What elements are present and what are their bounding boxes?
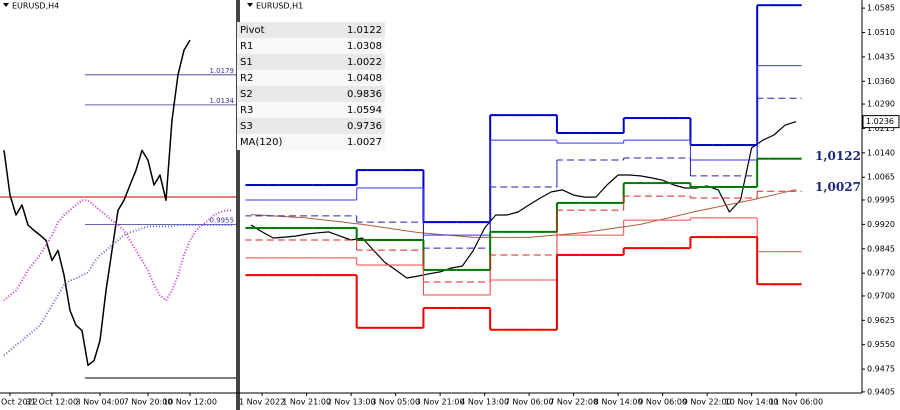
table-row: S2 0.9836 [237,86,385,102]
y-tick-label: 1.0585 [867,4,895,13]
annotation: 1,0027 [815,180,861,194]
y-tick-label: 0.9550 [867,340,895,349]
price-line [3,199,232,302]
chart-title: EURUSD,H1 [256,2,303,11]
level-value: 1.0408 [347,72,382,84]
menu-arrow[interactable] [3,3,9,7]
x-tick-label: 11 Nov 06:00 [769,398,823,407]
level-value: 0.9836 [347,88,382,100]
level-value: 1.0022 [347,56,382,68]
level-name: S1 [240,56,253,68]
x-tick-label: 3 Nov 05:00 [371,398,420,407]
table-row: S1 1.0022 [237,54,385,70]
x-tick-label: 2 Nov 13:00 [327,398,376,407]
price-line [3,224,232,357]
level-name: S2 [240,88,253,100]
pivot-table: Pivot 1.0122 R1 1.0308 S1 1.0022 R2 1.0408 S2 0.9… [237,22,385,150]
x-tick-label: 9 Nov 06:00 [638,398,687,407]
x-tick-label: 7 Nov 22:00 [549,398,598,407]
price-line [250,189,797,238]
x-tick-label: 7 Nov 06:00 [505,398,554,407]
last-price-box [862,115,900,129]
y-tick-label: 1.0140 [867,148,895,157]
plot: 1.0179 1.0134 0.9955 [0,39,236,379]
table-row: Pivot 1.0122 [237,22,385,38]
level-name: S3 [240,120,253,132]
y-tick-label: 1.0065 [867,173,895,182]
x-tick-label: 9 Nov 22:00 [683,398,732,407]
level-value: 1.0594 [347,104,382,116]
x-tick-label: 1 Nov 2022 [239,398,285,407]
price-line [3,39,191,367]
x-tick-label: 10 Nov 12:00 [163,398,217,407]
y-tick-label: 1.0435 [867,52,895,61]
y-tick-label: 1.0510 [867,28,895,37]
x-tick-label: Oct 2022 [1,398,38,407]
x-tick-label: 3 Nov 21:00 [416,398,465,407]
y-tick-label: 0.9700 [867,291,895,300]
chart-title: EURUSD,H4 [12,2,59,11]
level-name: MA(120) [240,136,283,148]
menu-arrow[interactable] [247,3,253,7]
level-name: R1 [240,40,254,52]
level-label: 0.9955 [210,216,235,224]
table-row: R1 1.0308 [237,38,385,54]
table-row: S3 0.9736 [237,118,385,134]
level-name: Pivot [240,24,265,36]
x-tick-label: 10 Nov 14:00 [725,398,779,407]
table-row: R3 1.0594 [237,102,385,118]
y-tick-label: 0.9920 [867,220,895,229]
x-tick-label: 1 Nov 21:00 [282,398,331,407]
x-tick-label: 3 Nov 04:00 [76,398,125,407]
plot [245,4,802,331]
level-value: 0.9736 [347,120,382,132]
table-row: R2 1.0408 [237,70,385,86]
y-tick-label: 1.0360 [867,77,895,86]
separator [236,0,240,410]
level-name: R3 [240,104,254,116]
last-price-label: 1.0236 [866,117,894,126]
x-tick-label: 4 Nov 13:00 [460,398,509,407]
y-tick-label: 0.9625 [867,316,895,325]
x-tick-label: 7 Nov 20:00 [124,398,173,407]
table-row: MA(120) 1.0027 [237,134,385,150]
level-value: 1.0308 [347,40,382,52]
y-tick-label: 0.9770 [867,269,895,278]
level-value: 1.0122 [347,24,382,36]
y-tick-label: 0.9475 [867,365,895,374]
y-tick-label: 0.9995 [867,196,895,205]
annotation: 1,0122 [815,149,861,163]
x-tick-label: 31 Oct 12:00 [26,398,78,407]
y-tick-label: 0.9845 [867,244,895,253]
level-label: 1.0134 [210,97,235,105]
y-tick-label: 1.0215 [867,124,895,133]
y-tick-label: 1.0290 [867,100,895,109]
x-tick-label: 8 Nov 14:00 [594,398,643,407]
level-label: 1.0179 [210,67,235,75]
level-name: R2 [240,72,254,84]
y-tick-label: 0.9405 [867,387,895,396]
level-value: 1.0027 [347,136,382,148]
